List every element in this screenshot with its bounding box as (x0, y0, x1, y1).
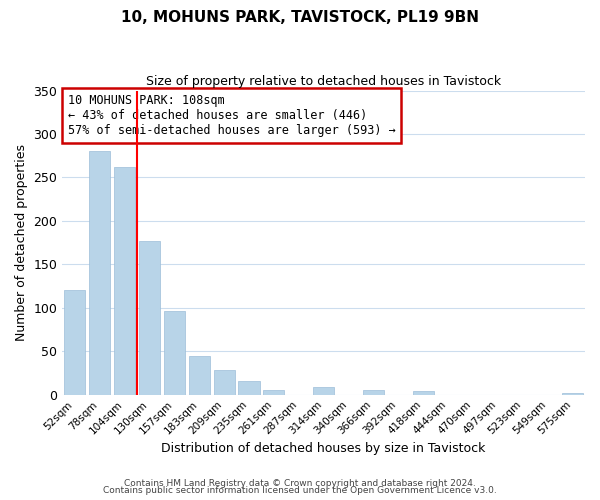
Bar (64, 290, 85, 395)
X-axis label: Distribution of detached houses by size in Tavistock: Distribution of detached houses by size … (161, 442, 486, 455)
Bar (214, 370, 235, 394)
Bar (89, 150, 110, 394)
Bar (313, 387, 334, 394)
Bar (363, 390, 384, 394)
Bar (238, 381, 260, 394)
Bar (114, 167, 135, 394)
Title: Size of property relative to detached houses in Tavistock: Size of property relative to detached ho… (146, 75, 501, 88)
Bar (263, 390, 284, 394)
Text: Contains public sector information licensed under the Open Government Licence v3: Contains public sector information licen… (103, 486, 497, 495)
Text: 10 MOHUNS PARK: 108sqm
← 43% of detached houses are smaller (446)
57% of semi-de: 10 MOHUNS PARK: 108sqm ← 43% of detached… (68, 94, 395, 136)
Bar (139, 241, 160, 394)
Bar (562, 393, 583, 394)
Bar (188, 356, 210, 395)
Text: 10, MOHUNS PARK, TAVISTOCK, PL19 9BN: 10, MOHUNS PARK, TAVISTOCK, PL19 9BN (121, 10, 479, 25)
Y-axis label: Number of detached properties: Number of detached properties (15, 144, 28, 341)
Text: Contains HM Land Registry data © Crown copyright and database right 2024.: Contains HM Land Registry data © Crown c… (124, 478, 476, 488)
Bar (164, 312, 185, 394)
Bar (413, 391, 434, 394)
